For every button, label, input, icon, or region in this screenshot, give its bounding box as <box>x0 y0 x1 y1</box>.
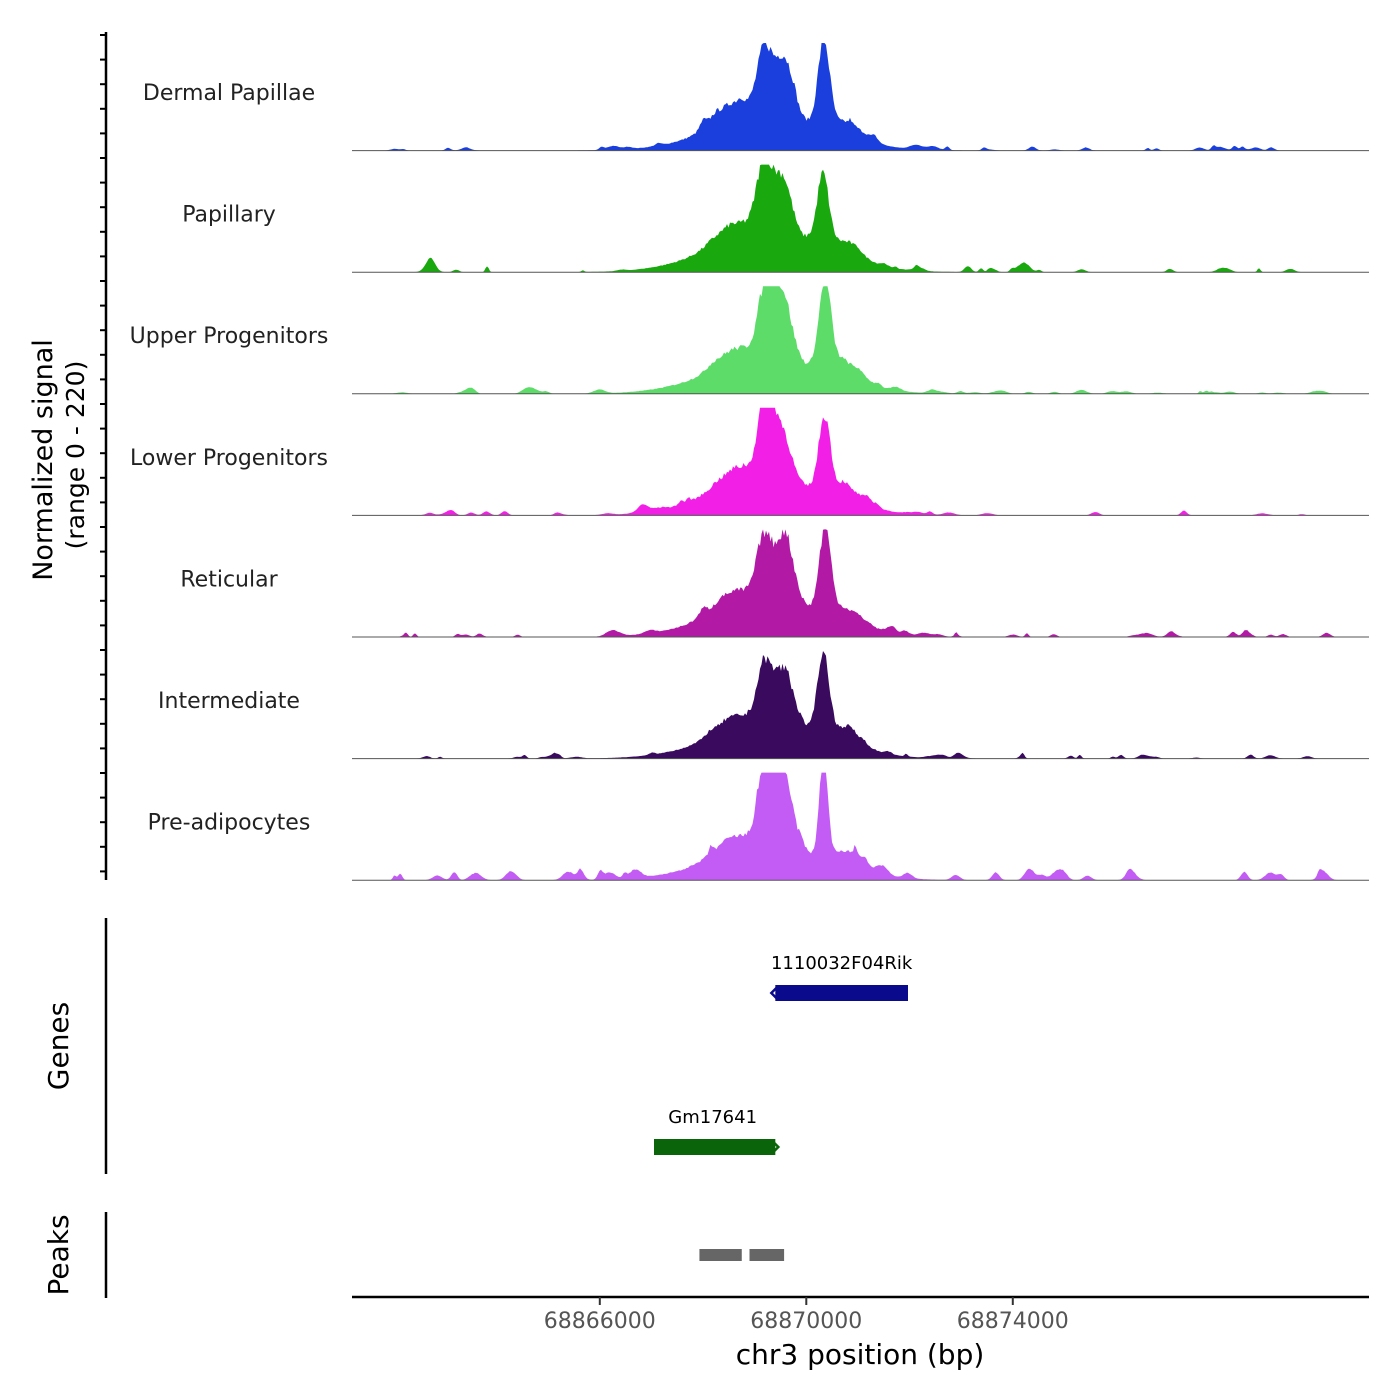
track-label: Upper Progenitors <box>130 324 329 349</box>
gene-body <box>654 1139 776 1155</box>
strand-arrow <box>772 1141 781 1153</box>
peak-region <box>699 1249 742 1261</box>
gene-annotations: 1110032F04Rik Gm17641 <box>654 953 913 1155</box>
signal-area <box>352 651 1369 759</box>
x-axis-title: chr3 position (bp) <box>736 1338 985 1371</box>
gene-label: 1110032F04Rik <box>771 953 913 974</box>
gene-label: Gm17641 <box>668 1107 757 1128</box>
signal-axis-ticks <box>100 34 106 873</box>
track-label: Lower Progenitors <box>130 446 328 471</box>
track-dermal-papillae: Dermal Papillae <box>143 43 1369 152</box>
gene-body <box>775 985 908 1001</box>
track-reticular: Reticular <box>180 529 1369 638</box>
track-lower-progenitors: Lower Progenitors <box>130 407 1369 516</box>
signal-area <box>352 164 1369 273</box>
track-pre-adipocytes: Pre-adipocytes <box>148 772 1369 881</box>
peak-regions <box>699 1249 785 1261</box>
gene-gm17641: Gm17641 <box>654 1107 781 1155</box>
track-label: Pre-adipocytes <box>148 811 311 836</box>
coverage-tracks: Dermal Papillae Papillary Upper Progenitor… <box>130 43 1369 881</box>
peak-region <box>749 1249 785 1261</box>
genes-panel-label: Genes <box>42 1002 75 1090</box>
signal-axis-title: Normalized signal <box>28 339 59 581</box>
signal-axis-range: (range 0 - 220) <box>61 361 90 550</box>
strand-arrow <box>769 987 778 999</box>
track-upper-progenitors: Upper Progenitors <box>130 286 1369 395</box>
x-tick-label: 68866000 <box>544 1309 656 1334</box>
peaks-panel-label: Peaks <box>42 1214 75 1295</box>
signal-area <box>352 43 1369 151</box>
x-tick-label: 68874000 <box>957 1309 1069 1334</box>
signal-area <box>352 772 1369 881</box>
signal-area <box>352 286 1369 394</box>
track-label: Dermal Papillae <box>143 81 315 106</box>
track-label: Reticular <box>180 567 278 592</box>
track-label: Intermediate <box>158 689 300 714</box>
x-axis-ticks: 68866000 68870000 68874000 <box>544 1297 1069 1334</box>
track-label: Papillary <box>182 203 276 228</box>
track-intermediate: Intermediate <box>158 651 1369 760</box>
signal-area <box>352 407 1369 516</box>
x-tick-label: 68870000 <box>750 1309 862 1334</box>
gene-1110032f04rik: 1110032F04Rik <box>769 953 913 1001</box>
signal-area <box>352 529 1369 637</box>
track-papillary: Papillary <box>182 164 1369 273</box>
